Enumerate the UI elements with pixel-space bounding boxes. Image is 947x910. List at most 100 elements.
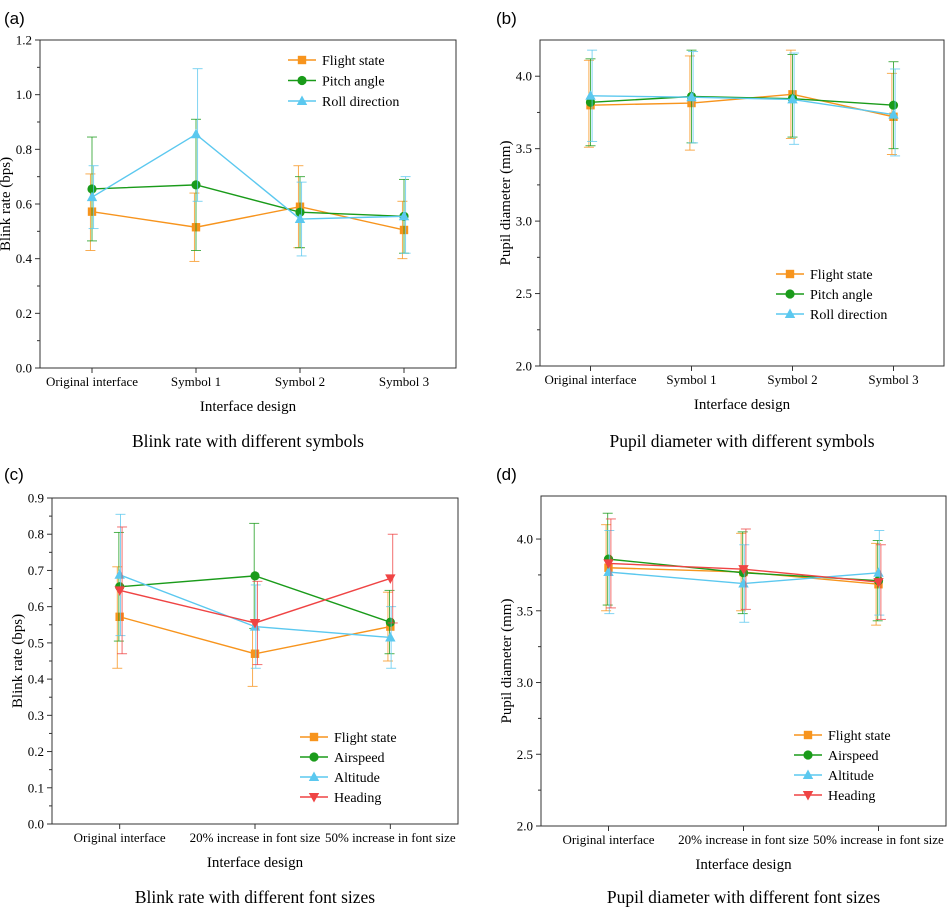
data-point	[787, 93, 798, 104]
data-point	[385, 617, 395, 627]
data-point	[87, 184, 97, 194]
x-axis-label: Interface design	[200, 399, 297, 415]
series-roll-direction	[585, 49, 901, 157]
series-heading	[603, 518, 886, 620]
y-tick-label: 0.8	[28, 527, 44, 542]
x-tick-label: 50% increase in font size	[813, 832, 944, 847]
y-axis-label: Pupil diameter (mm)	[499, 599, 515, 724]
chart-panel-c: (c) 0.0 0.1 0.2 0.3 0.4 0.5 0.6 0.7 0.8 0.9 Origina…	[4, 465, 459, 907]
y-tick-label: 3.5	[516, 141, 532, 156]
legend-label: Roll direction	[322, 95, 399, 110]
legend-label: Altitude	[334, 771, 380, 786]
chart-panel-a: (a) 0.0 0.2 0.4 0.6 0.8 1.0 1.2 Original interfa…	[0, 9, 457, 451]
series-heading	[114, 526, 398, 666]
legend-marker	[785, 269, 795, 279]
chart-caption: Pupil diameter with different font sizes	[607, 887, 880, 907]
data-point	[190, 128, 202, 139]
y-tick-label: 1.2	[16, 33, 32, 48]
plot-frame	[539, 39, 945, 367]
series-pitch-angle	[585, 49, 899, 150]
x-tick-label: Original interface	[74, 830, 166, 845]
legend-label: Airspeed	[334, 751, 385, 766]
legend: Flight state Pitch angle Roll direction	[776, 268, 887, 323]
data-point	[295, 207, 305, 217]
legend-marker	[785, 289, 795, 299]
data-point	[888, 100, 899, 110]
x-tick-label: Symbol 3	[868, 372, 918, 387]
series-line	[590, 95, 894, 116]
y-tick-label: 0.4	[28, 672, 45, 687]
y-tick-label: 2.5	[516, 286, 532, 301]
plot-frame	[39, 39, 457, 369]
legend-label: Flight state	[828, 729, 891, 744]
y-tick-label: 0.6	[28, 599, 45, 614]
data-point	[114, 586, 125, 596]
legend-marker	[784, 308, 796, 318]
series-flight-state	[85, 165, 409, 262]
y-tick-label: 3.0	[517, 675, 533, 690]
legend-marker	[309, 732, 319, 742]
panel-letter: (d)	[496, 465, 517, 484]
data-point	[191, 180, 201, 190]
series-roll-direction	[86, 68, 411, 257]
y-tick-label: 4.0	[516, 69, 532, 84]
y-axis-label: Blink rate (bps)	[0, 157, 14, 251]
y-tick-label: 0.7	[28, 563, 45, 578]
x-tick-label: Symbol 2	[767, 372, 817, 387]
data-point	[398, 210, 410, 221]
data-point	[873, 578, 884, 588]
x-tick-label: Symbol 2	[275, 374, 325, 389]
series-line	[91, 206, 405, 231]
legend-marker	[296, 95, 308, 105]
data-point	[385, 574, 396, 584]
y-tick-label: 0.0	[16, 361, 32, 376]
chart-panel-d: (d) 2.0 2.5 3.0 3.5 4.0 Original interface 20% …	[496, 465, 947, 907]
y-tick-label: 0.5	[28, 635, 44, 650]
series-line	[590, 95, 894, 106]
x-tick-label: 20% increase in font size	[190, 830, 321, 845]
data-point	[250, 571, 260, 581]
legend-label: Airspeed	[828, 749, 879, 764]
data-point	[115, 612, 124, 622]
data-point	[585, 97, 596, 107]
data-point	[873, 567, 884, 577]
x-tick-label: 50% increase in font size	[325, 830, 456, 845]
y-tick-label: 0.8	[16, 142, 32, 157]
y-tick-label: 0.4	[16, 251, 33, 266]
data-point	[249, 618, 261, 629]
y-tick-label: 2.0	[516, 359, 532, 374]
legend: Flight state Airspeed Altitude Heading	[300, 731, 397, 806]
series-altitude	[114, 513, 397, 669]
legend-label: Flight state	[810, 268, 873, 283]
legend: Flight state Airspeed Altitude Heading	[794, 729, 891, 804]
legend-label: Pitch angle	[810, 288, 873, 303]
panel-letter: (b)	[496, 9, 517, 28]
x-tick-label: Symbol 3	[379, 374, 429, 389]
legend-marker	[803, 750, 813, 760]
legend-marker	[309, 752, 319, 762]
series-line	[91, 133, 405, 220]
x-tick-label: Original interface	[562, 832, 654, 847]
y-tick-label: 2.5	[517, 747, 533, 762]
legend-marker	[802, 791, 814, 801]
data-point	[686, 91, 697, 102]
y-tick-label: 0.0	[28, 817, 44, 832]
chart-caption: Pupil diameter with different symbols	[609, 431, 874, 451]
plot-frame	[540, 495, 947, 827]
y-axis-label: Blink rate (bps)	[10, 614, 26, 708]
data-point	[86, 191, 98, 202]
data-point	[738, 565, 749, 575]
y-axis-label: Pupil diameter (mm)	[498, 141, 514, 266]
y-tick-label: 0.9	[28, 491, 44, 506]
data-point	[250, 649, 260, 658]
panel-letter: (a)	[4, 9, 25, 28]
series-pitch-angle	[87, 118, 409, 254]
legend-marker	[803, 730, 813, 740]
legend-marker	[308, 771, 320, 781]
x-tick-label: Original interface	[46, 374, 138, 389]
legend-label: Flight state	[334, 731, 397, 746]
data-point	[385, 631, 396, 642]
x-axis-label: Interface design	[207, 855, 304, 871]
chart-caption: Blink rate with different symbols	[132, 431, 364, 451]
plot-frame	[51, 497, 459, 825]
